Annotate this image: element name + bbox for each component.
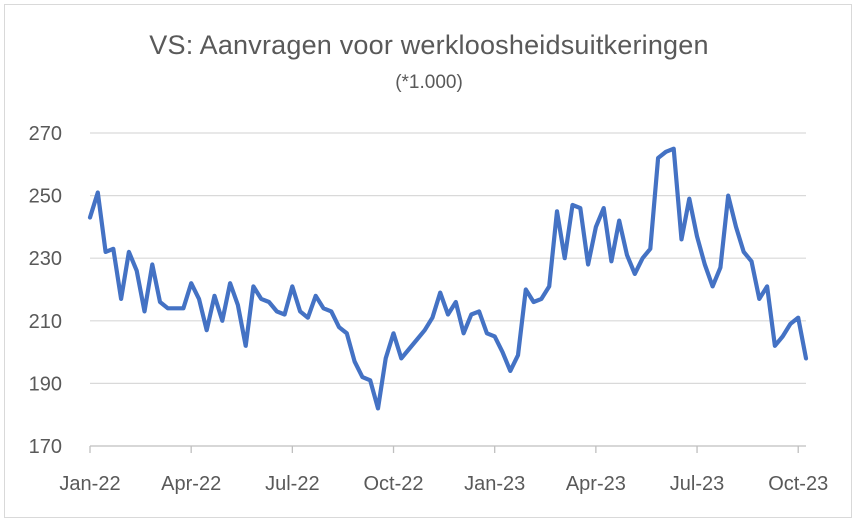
x-tick-label: Oct-23	[768, 473, 828, 495]
x-axis: Jan-22 Apr-22 Jul-22 Oct-22 Jan-23 Apr-23 Jul-…	[59, 445, 828, 495]
chart-subtitle: (*1.000)	[395, 72, 463, 93]
y-axis: 270 250 230 210 190 170	[29, 123, 62, 458]
x-tick-label: Jul-23	[670, 473, 724, 495]
x-tick-label: Apr-22	[161, 473, 221, 495]
series-line-0	[87, 146, 809, 411]
chart-frame	[4, 4, 852, 518]
x-tick-label: Jan-23	[464, 473, 525, 495]
x-tick-label: Apr-23	[566, 473, 626, 495]
y-tick-label: 170	[29, 436, 62, 458]
y-tick-label: 190	[29, 373, 62, 395]
x-tick-label: Jul-22	[265, 473, 319, 495]
x-tick-label: Oct-22	[364, 473, 424, 495]
gridlines	[90, 132, 806, 384]
y-tick-label: 250	[29, 186, 62, 208]
y-tick-label: 270	[29, 123, 62, 145]
x-tick-label: Jan-22	[59, 473, 120, 495]
chart-title: VS: Aanvragen voor werkloosheidsuitkerin…	[149, 30, 709, 60]
series-group	[87, 146, 809, 411]
y-tick-label: 230	[29, 248, 62, 270]
y-tick-label: 210	[29, 311, 62, 333]
